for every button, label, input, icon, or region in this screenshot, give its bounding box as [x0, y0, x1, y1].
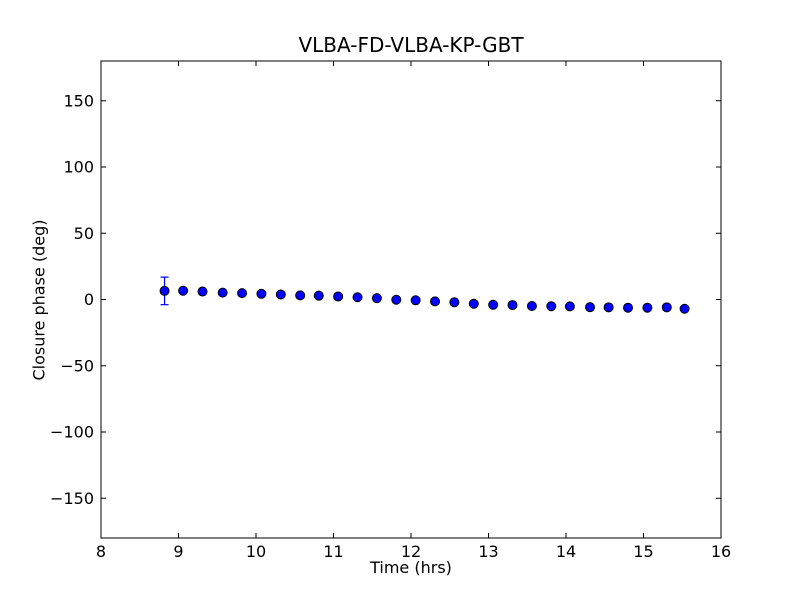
x-tick-label: 13	[478, 542, 498, 561]
y-tick-label: −50	[60, 356, 94, 375]
data-point	[256, 288, 267, 299]
data-point	[564, 301, 575, 312]
data-point	[623, 302, 633, 313]
data-point	[526, 300, 537, 311]
data-point	[603, 302, 614, 313]
data-point	[237, 288, 248, 299]
chart-title: VLBA-FD-VLBA-KP-GBT	[298, 33, 524, 57]
y-tick-label: 100	[63, 158, 94, 177]
y-axis-label: Closure phase (deg)	[29, 219, 49, 381]
y-tick-label: −100	[50, 423, 94, 442]
data-point	[661, 302, 672, 313]
data-point	[410, 295, 421, 306]
data-point	[178, 285, 189, 296]
data-point	[371, 293, 382, 304]
data-point	[391, 294, 402, 305]
x-tick-label: 15	[633, 542, 653, 561]
data-point	[449, 297, 460, 308]
x-tick-label: 10	[246, 542, 266, 561]
x-tick-label: 11	[323, 542, 343, 561]
x-tick-label: 12	[401, 542, 421, 561]
data-point	[507, 300, 518, 311]
x-tick-label: 8	[96, 542, 106, 561]
data-point	[295, 290, 306, 301]
data-point	[352, 292, 363, 303]
data-point	[159, 285, 170, 296]
y-tick-label: 0	[84, 290, 94, 309]
data-point	[197, 286, 208, 297]
x-axis-label: Time (hrs)	[370, 558, 452, 577]
y-tick-label: −150	[50, 489, 94, 508]
data-point	[642, 302, 653, 313]
data-point	[488, 299, 499, 310]
data-point	[275, 289, 286, 300]
data-point	[546, 301, 557, 312]
data-point	[430, 296, 441, 307]
x-tick-label: 16	[711, 542, 731, 561]
data-point	[313, 290, 324, 301]
x-tick-label: 9	[173, 542, 183, 561]
x-tick-label: 14	[556, 542, 576, 561]
data-point	[217, 287, 228, 298]
data-point	[333, 291, 344, 302]
y-tick-label: 50	[74, 224, 94, 243]
data-point	[679, 303, 690, 314]
y-tick-label: 150	[63, 91, 94, 110]
data-point	[585, 302, 596, 313]
data-point	[468, 298, 479, 309]
